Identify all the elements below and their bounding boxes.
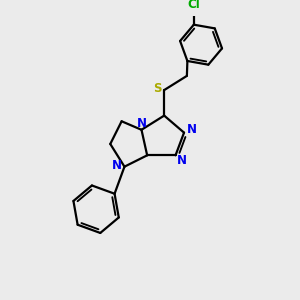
Text: N: N — [177, 154, 187, 167]
Text: N: N — [136, 117, 146, 130]
Text: S: S — [153, 82, 161, 95]
Text: N: N — [187, 123, 197, 136]
Text: Cl: Cl — [188, 0, 200, 11]
Text: N: N — [112, 159, 122, 172]
